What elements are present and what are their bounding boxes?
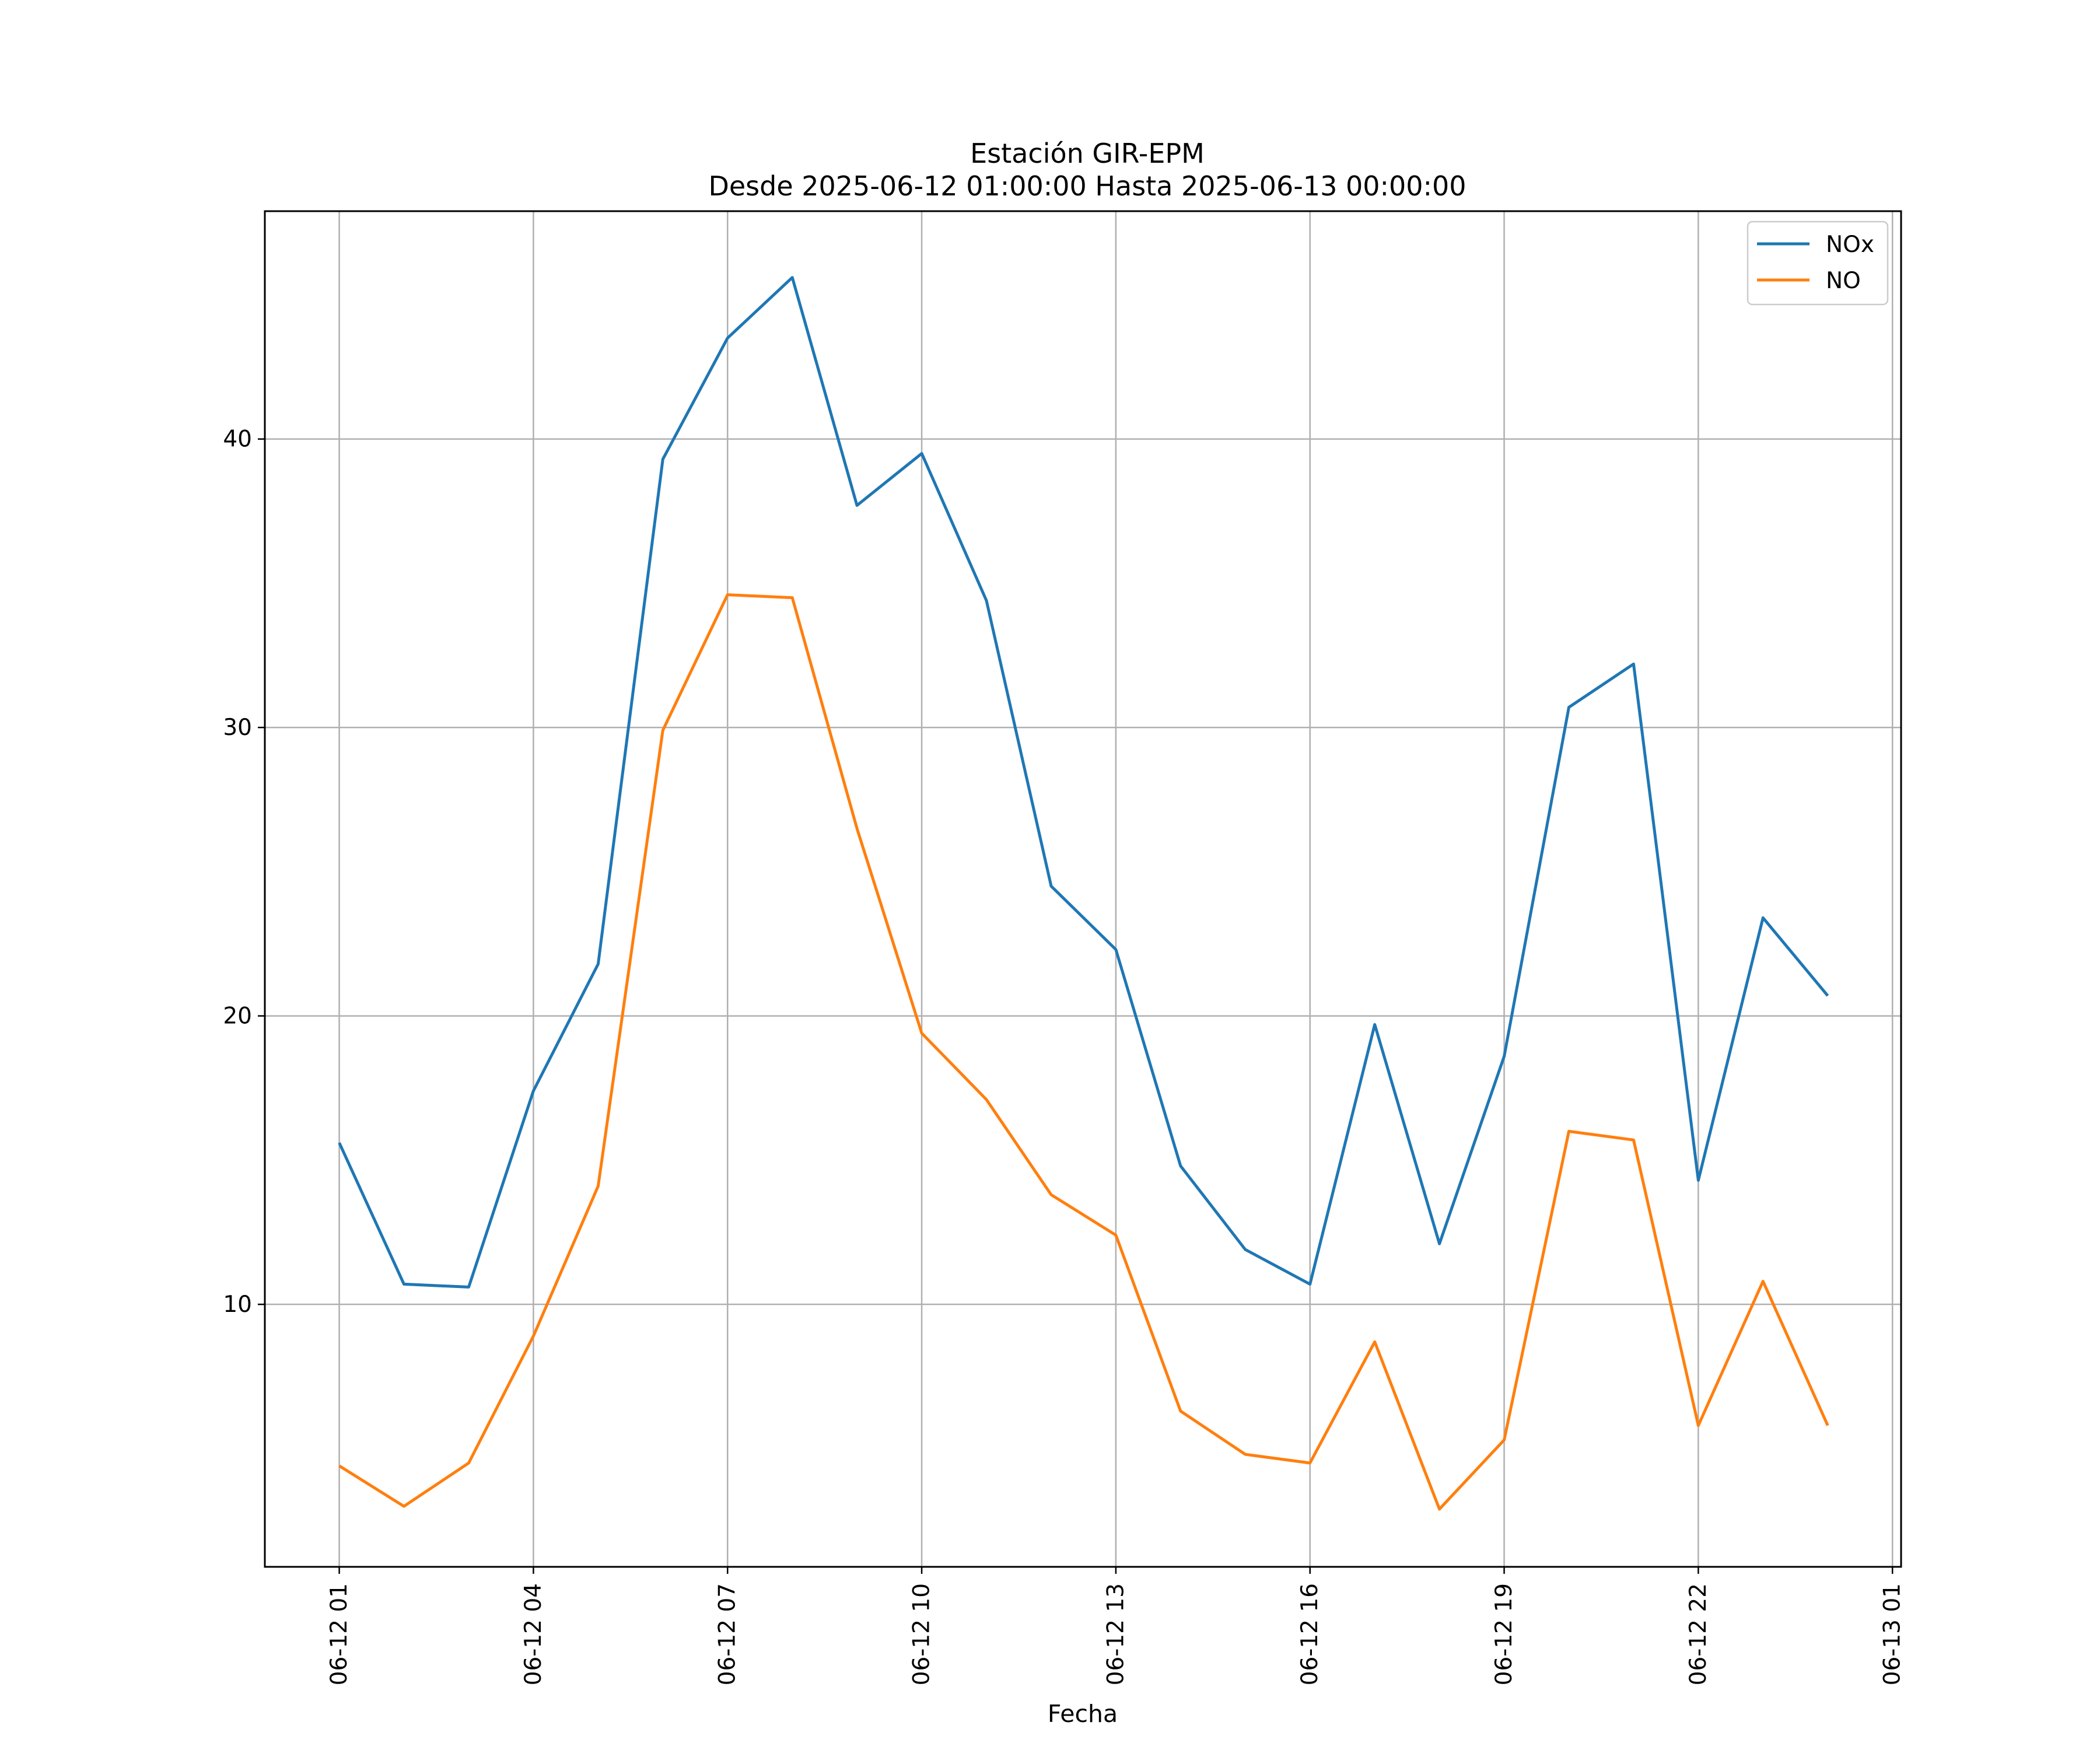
x-tick-label: 06-12 13 <box>1102 1583 1129 1685</box>
grid-lines <box>265 211 1901 1567</box>
x-tick-label: 06-12 01 <box>326 1583 352 1685</box>
x-tick-label: 06-12 04 <box>520 1583 547 1685</box>
x-tick-label: 06-13 01 <box>1880 1583 1906 1685</box>
plot-frame <box>264 210 1902 1568</box>
x-tick-label: 06-12 07 <box>715 1583 741 1685</box>
legend-label-no: NO <box>1826 268 1861 294</box>
series-line-nox <box>338 276 1829 1289</box>
y-tick-label: 10 <box>223 1292 252 1318</box>
chart-subtitle: Desde 2025-06-12 01:00:00 Hasta 2025-06-… <box>708 170 1466 202</box>
y-tick-label: 40 <box>223 426 252 453</box>
x-tick-label: 06-12 10 <box>909 1583 935 1685</box>
chart-title: Estación GIR-EPM <box>970 138 1205 169</box>
series-line-no <box>338 593 1829 1511</box>
axis-ticks: 10 20 30 40 06-12 01 06-12 04 06-12 07 06-12 10… <box>223 426 1905 1686</box>
x-tick-label: 06-12 19 <box>1491 1583 1517 1685</box>
y-tick-label: 20 <box>223 1003 252 1030</box>
x-tick-label: 06-12 16 <box>1297 1583 1323 1685</box>
x-axis-label: Fecha <box>1048 1700 1118 1728</box>
y-tick-label: 30 <box>223 715 252 741</box>
series-lines <box>338 276 1829 1511</box>
x-tick-label: 06-12 22 <box>1685 1583 1712 1685</box>
legend-label-nox: NOx <box>1826 232 1874 258</box>
legend: NOx NO <box>1746 220 1889 306</box>
